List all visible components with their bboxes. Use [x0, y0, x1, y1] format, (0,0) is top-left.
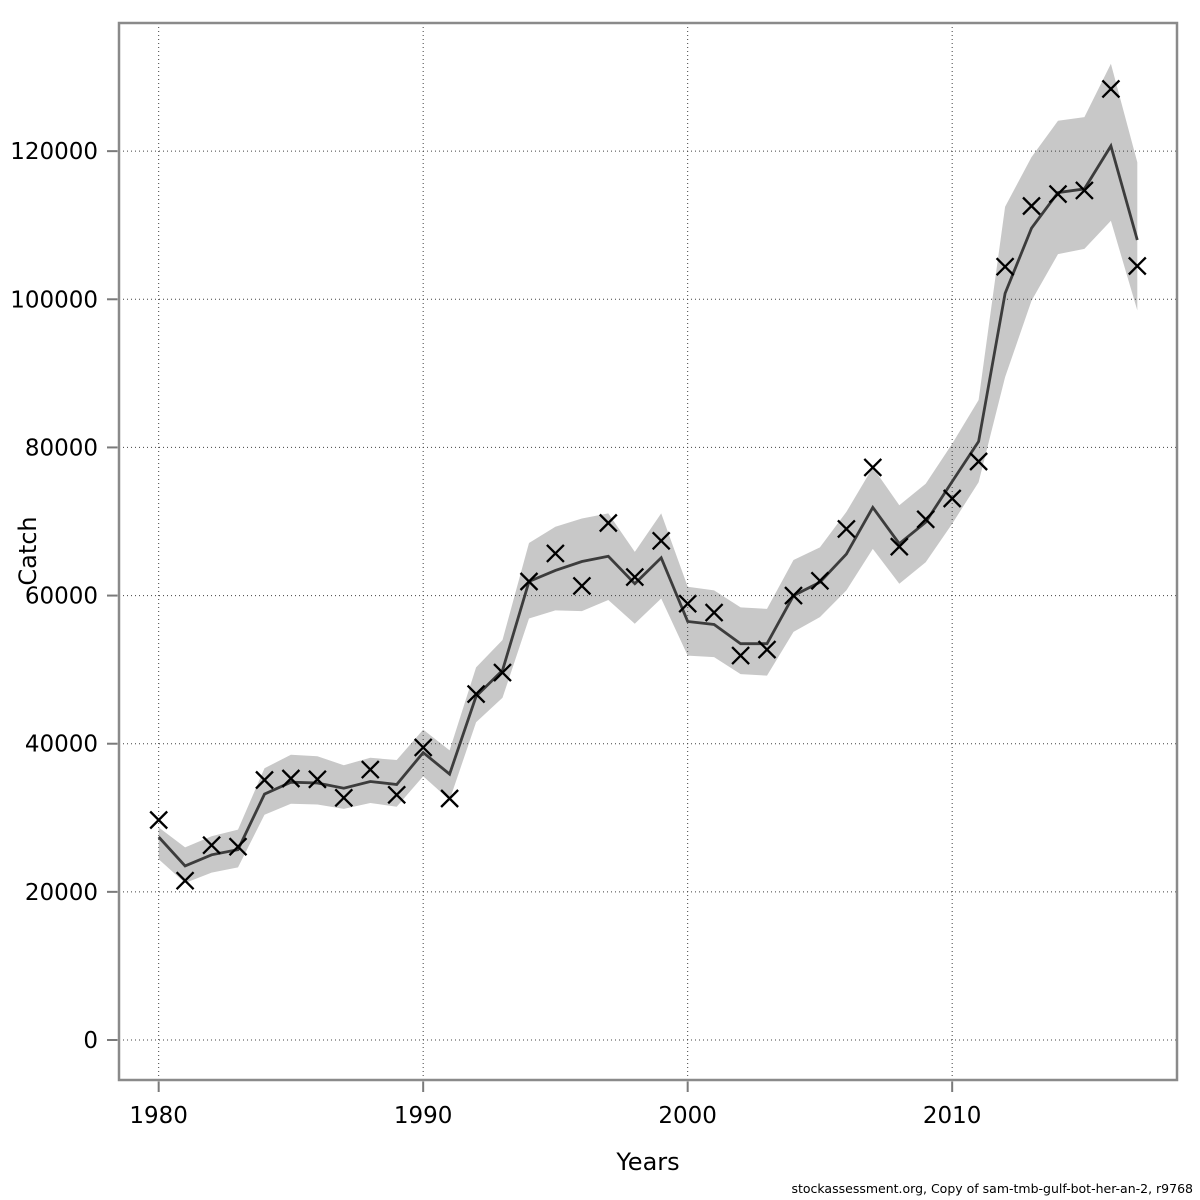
- gridlines: [119, 23, 1177, 1080]
- y-tick-label: 0: [83, 1028, 98, 1054]
- axes: 1980 1990 2000 2010 0 20000 40000 60000 80000 100…: [10, 139, 981, 1129]
- y-tick-label: 40000: [25, 732, 98, 758]
- observed-x-markers: [149, 79, 1147, 891]
- y-axis-title: Catch: [14, 516, 42, 585]
- x-tick-label: 2000: [658, 1103, 717, 1129]
- y-tick-label: 100000: [10, 287, 98, 313]
- plot-border: [117, 21, 1179, 1082]
- y-tick-label: 120000: [10, 139, 98, 165]
- confidence-band-polygon: [158, 63, 1138, 883]
- figure-footer: stockassessment.org, Copy of sam-tmb-gul…: [791, 1181, 1193, 1196]
- x-tick-label: 1990: [394, 1103, 453, 1129]
- x-tick-label: 2010: [923, 1103, 982, 1129]
- confidence-band: [158, 63, 1138, 883]
- observed-points: [149, 79, 1147, 891]
- y-tick-label: 80000: [25, 435, 98, 461]
- y-tick-label: 60000: [25, 584, 98, 610]
- y-tick-label: 20000: [25, 880, 98, 906]
- x-tick-label: 1980: [129, 1103, 188, 1129]
- x-axis-title: Years: [615, 1148, 679, 1176]
